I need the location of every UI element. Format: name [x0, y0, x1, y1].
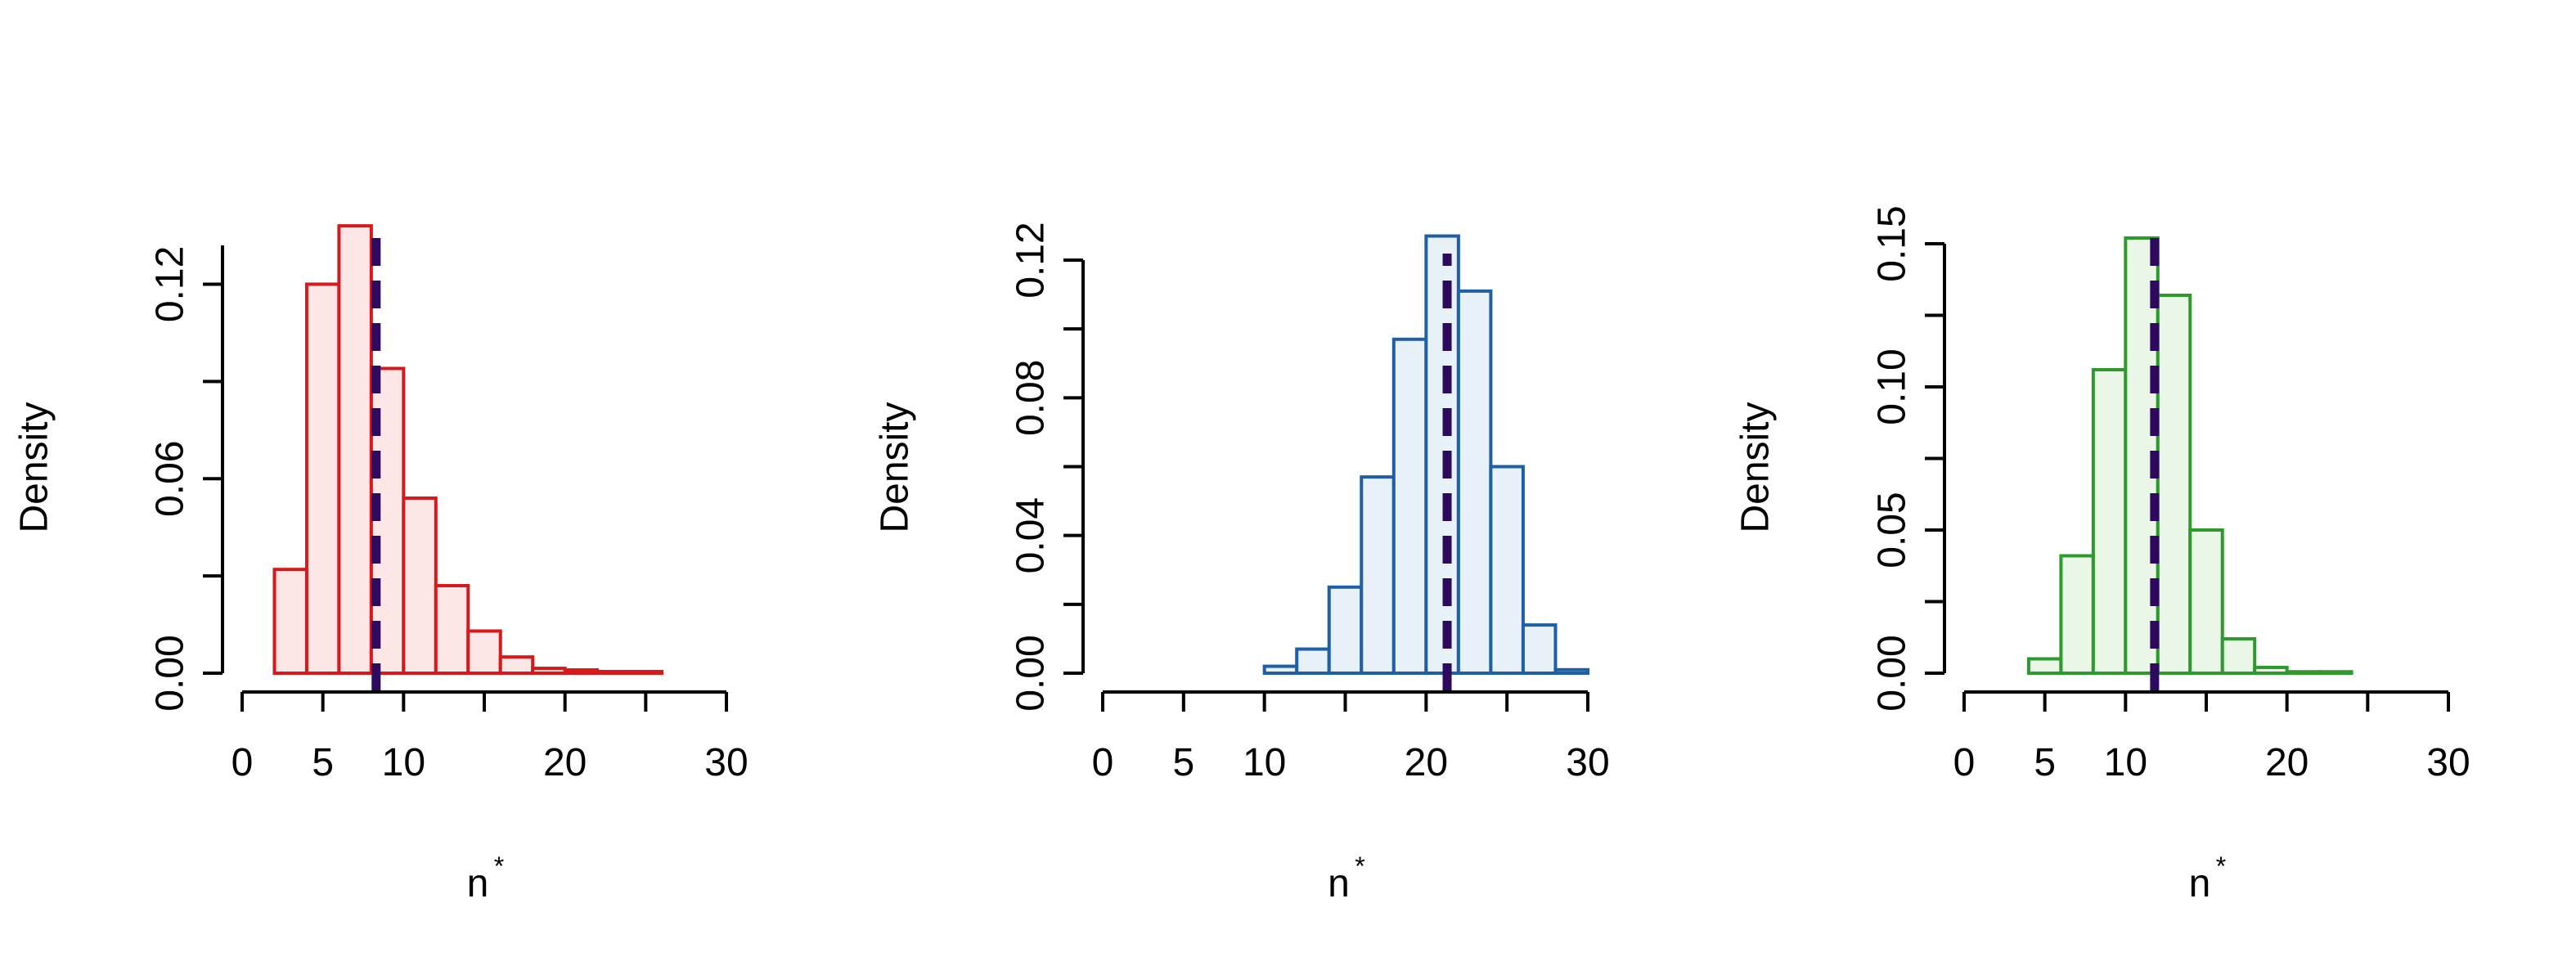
histogram-bar — [596, 670, 632, 675]
x-tick-label: 30 — [2426, 741, 2470, 784]
x-tick-label: 0 — [1092, 741, 1114, 784]
histogram-bar — [2026, 657, 2063, 675]
histogram-panel-2: 0 5 10 20 30 0.00 0.04 0.08 0.12 Density n * — [874, 222, 1610, 905]
histogram-bar — [1262, 664, 1299, 675]
histogram-bar — [1391, 337, 1428, 675]
x-tick-label: 5 — [312, 741, 334, 784]
histogram-bar — [627, 670, 664, 675]
histogram-bar — [2285, 670, 2322, 675]
histogram-bar — [2156, 294, 2192, 675]
x-axis-label: n — [2189, 862, 2211, 905]
y-axis-label: Density — [1734, 402, 1778, 532]
histogram-bar — [272, 568, 308, 675]
x-tick-label: 10 — [2104, 741, 2147, 784]
histogram-panel-3: 0 5 10 20 30 0.00 0.05 0.10 0.15 Density n * — [1734, 205, 2470, 905]
y-tick-label: 0.08 — [1009, 360, 1053, 436]
x-tick-label: 5 — [2034, 741, 2056, 784]
histogram-bar — [1295, 647, 1331, 676]
x-tick-label: 0 — [232, 741, 254, 784]
x-axis-label-superscript: * — [494, 851, 504, 881]
y-tick-label: 0.00 — [1871, 635, 1914, 711]
x-tick-label: 20 — [1405, 741, 1448, 784]
y-tick-label: 0.10 — [1871, 348, 1914, 425]
histogram-bar — [466, 629, 502, 676]
histogram-bar — [434, 584, 470, 675]
histogram-bar — [304, 282, 341, 675]
histogram-bar — [2188, 528, 2224, 675]
x-tick-label: 20 — [2265, 741, 2309, 784]
y-tick-label: 0.00 — [149, 635, 192, 711]
x-axis-label-superscript: * — [2216, 851, 2226, 881]
y-axis-label: Density — [13, 402, 56, 532]
histogram-bar — [531, 667, 567, 675]
x-axis-label-superscript: * — [1355, 851, 1364, 881]
x-tick-label: 30 — [704, 741, 748, 784]
y-tick-label: 0.12 — [149, 246, 192, 322]
histogram-bar — [2091, 368, 2128, 675]
histogram-bar — [1553, 667, 1590, 676]
histogram-bar — [1456, 289, 1493, 675]
histogram-bar — [1424, 234, 1460, 675]
x-axis-label: n — [467, 862, 489, 905]
y-tick-label: 0.04 — [1009, 497, 1053, 573]
x-tick-label: 5 — [1172, 741, 1194, 784]
histogram-bar — [1489, 465, 1525, 675]
y-tick-label: 0.12 — [1009, 222, 1053, 298]
y-tick-label: 0.15 — [1871, 205, 1914, 281]
histogram-bar — [337, 224, 373, 676]
x-axis-label: n — [1328, 862, 1350, 905]
histogram-bar — [2059, 554, 2095, 675]
histogram-bar — [1360, 475, 1396, 675]
y-axis-label: Density — [874, 402, 917, 532]
histogram-bar — [2318, 670, 2353, 675]
x-tick-label: 20 — [543, 741, 587, 784]
x-tick-label: 30 — [1566, 741, 1609, 784]
x-tick-label: 0 — [1953, 741, 1976, 784]
y-tick-label: 0.00 — [1009, 635, 1053, 711]
x-tick-label: 10 — [1243, 741, 1286, 784]
histogram-panel-1: 0 5 10 20 30 0.00 0.06 0.12 Density n * — [13, 224, 749, 905]
histogram-bar — [2220, 637, 2257, 675]
histogram-bar — [498, 655, 535, 675]
histogram-bar — [2253, 666, 2289, 675]
histogram-bar — [402, 496, 438, 675]
y-tick-label: 0.05 — [1871, 492, 1914, 568]
histogram-bar — [1327, 585, 1364, 676]
y-tick-label: 0.06 — [149, 441, 192, 517]
histogram-bar — [563, 668, 600, 676]
x-tick-label: 10 — [382, 741, 425, 784]
histogram-bar — [1521, 623, 1558, 675]
